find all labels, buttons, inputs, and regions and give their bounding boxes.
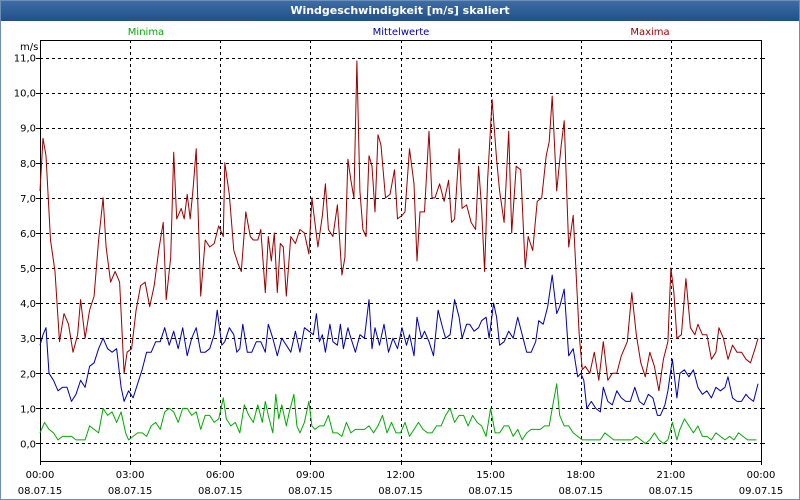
x-tick-time-label: 09:00 (296, 470, 325, 481)
x-tick-date-label: 09.07.15 (739, 486, 784, 497)
x-tick-time-label: 06:00 (206, 470, 235, 481)
y-tick-label: 1,0 (20, 404, 36, 415)
y-tick-label: 7,0 (20, 194, 36, 205)
plot-border (40, 40, 762, 462)
y-tick-label: 3,0 (20, 334, 36, 345)
tick-labels: 0,0 1,0 2,0 3,0 4,0 5,0 6,0 7,0 8,0 9,0 10,0 11,0 00… (14, 54, 784, 497)
x-tick-date-label: 08.07.15 (378, 486, 423, 497)
x-tick-time-label: 00:00 (747, 470, 776, 481)
y-tick-label: 6,0 (20, 229, 36, 240)
x-tick-date-label: 08.07.15 (468, 486, 513, 497)
y-tick-label: 10,0 (14, 89, 36, 100)
chart-title: Windgeschwindigkeit [m/s] skaliert (290, 4, 510, 17)
x-tick-time-label: 21:00 (656, 470, 685, 481)
grid (40, 40, 761, 461)
series-line-minima (39, 383, 757, 444)
y-tick-label: 9,0 (20, 124, 36, 135)
x-tick-time-label: 00:00 (26, 470, 55, 481)
x-tick-time-label: 15:00 (476, 470, 505, 481)
x-tick-date-label: 08.07.15 (558, 486, 603, 497)
title-bar: Windgeschwindigkeit [m/s] skaliert (1, 1, 799, 21)
legend-mittelwerte: Mittelwerte (373, 27, 430, 38)
x-tick-time-label: 12:00 (386, 470, 415, 481)
x-tick-time-label: 03:00 (116, 470, 145, 481)
series (39, 60, 759, 444)
y-tick-label: 4,0 (20, 299, 36, 310)
y-tick-label: 8,0 (20, 159, 36, 170)
y-axis-unit: m/s (20, 42, 38, 53)
x-tick-date-label: 08.07.15 (288, 486, 333, 497)
x-tick-date-label: 08.07.15 (18, 486, 63, 497)
x-tick-time-label: 18:00 (566, 470, 595, 481)
series-line-mittelwerte (39, 274, 759, 416)
y-tick-label: 0,0 (20, 439, 36, 450)
x-tick-date-label: 08.07.15 (198, 486, 243, 497)
y-tick-label: 2,0 (20, 369, 36, 380)
x-tick-date-label: 08.07.15 (108, 486, 153, 497)
y-tick-label: 5,0 (20, 264, 36, 275)
legend-minima: Minima (128, 27, 164, 38)
x-tick-date-label: 08.07.15 (649, 486, 694, 497)
y-tick-label: 11,0 (14, 54, 36, 65)
series-line-maxima (39, 60, 759, 392)
axes (36, 40, 765, 465)
legend-maxima: Maxima (630, 27, 669, 38)
